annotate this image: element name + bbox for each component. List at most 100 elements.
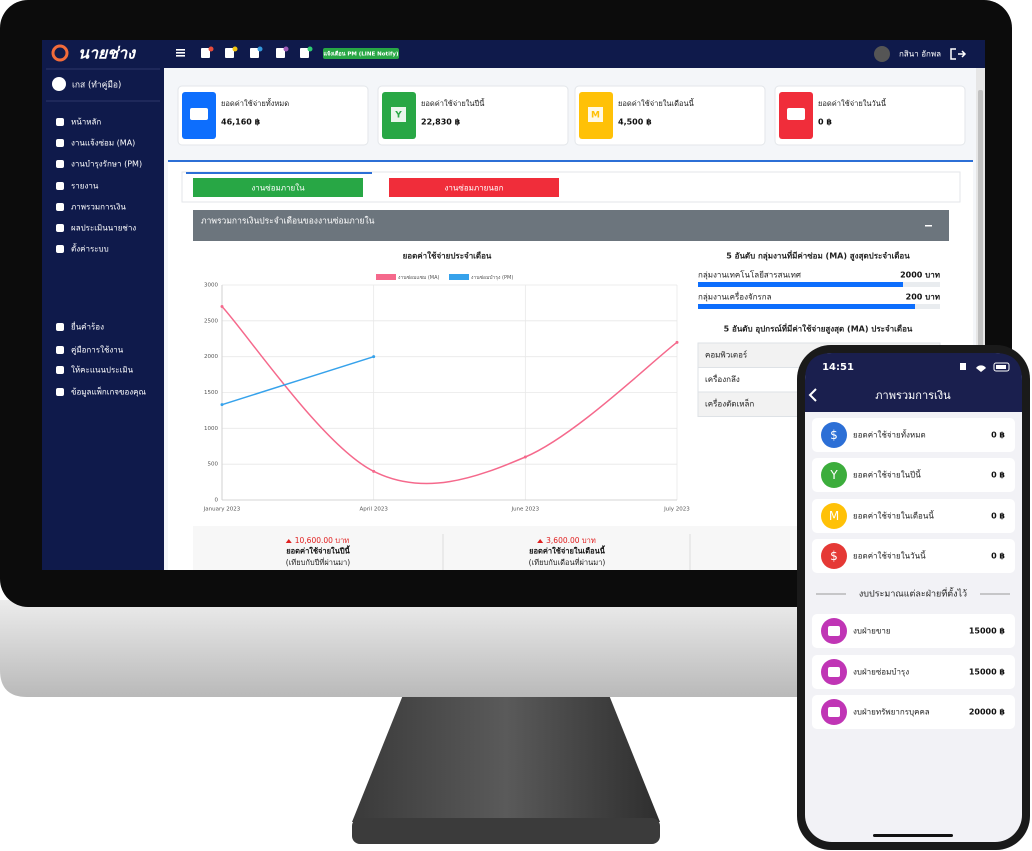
hamburger-line[interactable] [176, 55, 185, 57]
y-tick-label: 2000 [204, 354, 218, 360]
chart-title: ยอดค่าใช้จ่ายประจำเดือน [403, 251, 492, 261]
budget-label: งบฝ่ายทรัพยากรบุคคล [853, 708, 930, 717]
menu-item[interactable]: ยื่นคำร้อง [71, 321, 104, 332]
stat-icon-letter: Y [394, 111, 402, 121]
menu-item[interactable]: ภาพรวมการเงิน [71, 203, 126, 212]
stat-label: ยอดค่าใช้จ่ายในเดือนนี้ [618, 98, 694, 108]
menu-item[interactable]: คู่มือการใช้งาน [71, 346, 124, 356]
budget-value: 20000 ฿ [969, 708, 1006, 717]
monitor-chin [0, 600, 1012, 697]
hamburger-line[interactable] [176, 49, 185, 51]
collapse-button[interactable] [925, 225, 932, 227]
legend-label: งานซ่อมแซม (MA) [398, 275, 440, 281]
menu-item[interactable]: หน้าหลัก [71, 118, 101, 127]
y-tick-label: 0 [215, 498, 219, 504]
menu-item[interactable]: ให้คะแนนประเมิน [71, 366, 134, 375]
menu-icon [56, 323, 64, 331]
notify-badge-bg[interactable] [323, 48, 399, 59]
menu-icon [56, 118, 64, 126]
hamburger-line[interactable] [176, 52, 185, 54]
y-tick-label: 3000 [204, 283, 218, 289]
phone-card[interactable] [812, 499, 1015, 533]
toolbar-icon[interactable] [276, 48, 285, 58]
panel-header [193, 210, 949, 241]
stat-icon-glyph [787, 108, 805, 120]
tab-button[interactable] [193, 178, 363, 197]
stand-base [352, 818, 660, 844]
menu-icon [56, 203, 64, 211]
top-groups-title: 5 อันดับ กลุ่มงานที่มีค่าซ่อม (MA) สูงสุ… [726, 250, 910, 262]
budget-card[interactable] [812, 614, 1015, 648]
stat-label: ยอดค่าใช้จ่ายในปีนี้ [421, 98, 485, 108]
stat-icon-letter: M [591, 111, 600, 121]
back-button[interactable] [808, 388, 817, 402]
tab-label: งานซ่อมภายนอก [445, 184, 504, 193]
sidebar [42, 40, 164, 570]
stat-icon-box [391, 107, 406, 122]
tab-button[interactable] [389, 178, 559, 197]
panel-title: ภาพรวมการเงินประจำเดือนของงานซ่อมภายใน [201, 216, 375, 227]
phone-icon-glyph: $ [830, 549, 838, 563]
stat-card [377, 85, 569, 146]
menu-icon [56, 224, 64, 232]
menu-icon [56, 346, 64, 354]
phone-card[interactable] [812, 418, 1015, 452]
y-tick-label: 500 [208, 462, 219, 468]
top-equipment-title: 5 อันดับ อุปกรณ์ที่มีค่าใช้จ่ายสูงสุด (M… [724, 323, 913, 335]
phone-item-value: 0 ฿ [991, 431, 1005, 440]
phone-title: ภาพรวมการเงิน [875, 389, 951, 402]
wallet-glyph [828, 707, 840, 717]
y-tick-label: 1500 [204, 390, 218, 396]
phone-icon [821, 422, 847, 448]
toolbar-icon[interactable] [225, 48, 234, 58]
menu-icon [56, 160, 64, 168]
phone-icon [821, 543, 847, 569]
progress-bar [698, 282, 903, 287]
legend-swatch [449, 274, 469, 280]
summary-note: (เทียบกับเดือนที่ผ่านมา) [529, 557, 606, 567]
group-amount: 2000 บาท [900, 271, 940, 280]
menu-item[interactable]: ตั้งค่าระบบ [71, 243, 109, 254]
budget-card[interactable] [812, 655, 1015, 689]
menu-icon [56, 366, 64, 374]
series-point [523, 455, 527, 459]
menu-item[interactable]: งานแจ้งซ่อม (MA) [71, 139, 135, 148]
toolbar-badge [283, 46, 289, 52]
menu-item[interactable]: ข้อมูลแพ็กเกจของคุณ [71, 387, 147, 398]
series-point [220, 403, 224, 407]
up-arrow [537, 539, 544, 543]
toolbar-icon[interactable] [201, 48, 210, 58]
menu-item[interactable]: รายงาน [71, 182, 99, 191]
series-point [372, 469, 376, 473]
stat-value: 22,830 ฿ [421, 118, 461, 127]
stat-label: ยอดค่าใช้จ่ายในวันนี้ [818, 98, 887, 108]
budget-card[interactable] [812, 695, 1015, 729]
account-name: กสินา อักพล [899, 50, 941, 59]
stat-label: ยอดค่าใช้จ่ายทั้งหมด [221, 98, 289, 108]
budget-label: งบฝ่ายซ่อมบำรุง [853, 668, 909, 677]
menu-item[interactable]: งานบำรุงรักษา (PM) [71, 160, 142, 169]
phone-card[interactable] [812, 539, 1015, 573]
series-line [221, 355, 374, 406]
equipment-name: เครื่องตัดเหล็ก [705, 398, 754, 409]
phone-item-value: 0 ฿ [991, 471, 1005, 480]
x-tick-label: July 2023 [663, 507, 690, 513]
menu-item[interactable]: ผลประเมินนายช่าง [71, 224, 136, 233]
menu-icon [56, 388, 64, 396]
legend-label: งานซ่อมบำรุง (PM) [471, 275, 513, 281]
wallet-glyph [828, 667, 840, 677]
phone-icon-glyph: Y [829, 468, 838, 482]
toolbar-icon[interactable] [300, 48, 309, 58]
summary-label: ยอดค่าใช้จ่ายในเดือนนี้ [529, 545, 606, 556]
signal-icon [960, 363, 966, 370]
notify-badge: แจ้งเตือน PM (LINE Notify) [323, 50, 399, 58]
logout-icon[interactable] [950, 48, 967, 60]
x-tick-label: April 2023 [360, 507, 389, 513]
phone-card[interactable] [812, 458, 1015, 492]
toolbar-icon[interactable] [250, 48, 259, 58]
up-arrow [285, 539, 292, 543]
wallet-glyph [828, 626, 840, 636]
toolbar-badge [257, 46, 263, 52]
stat-value: 46,160 ฿ [221, 118, 261, 127]
phone-item-label: ยอดค่าใช้จ่ายทั้งหมด [853, 429, 926, 440]
